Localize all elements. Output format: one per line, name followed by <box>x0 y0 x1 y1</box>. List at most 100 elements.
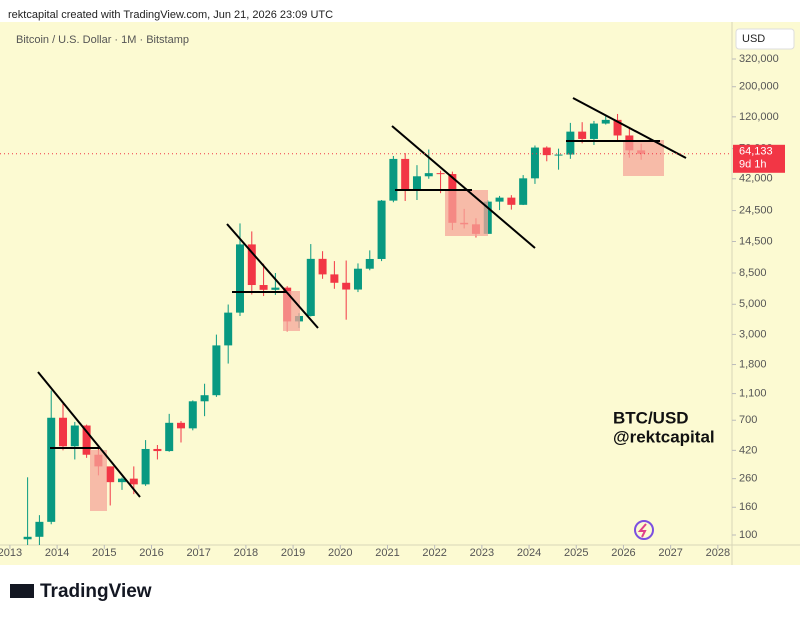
candle-body <box>306 258 315 316</box>
footer-logo <box>10 584 34 598</box>
candle-body <box>59 417 68 447</box>
candle-body <box>118 478 126 483</box>
candle-body <box>318 258 327 275</box>
candle-body <box>365 258 374 269</box>
candle-body <box>165 422 174 452</box>
x-tick-label: 2019 <box>281 547 305 559</box>
candle-body <box>342 282 351 290</box>
x-tick-label: 2026 <box>611 547 635 559</box>
candle-body <box>377 200 386 259</box>
x-tick-label: 2022 <box>422 547 446 559</box>
y-tick-label: 14,500 <box>739 235 773 247</box>
trendline <box>391 125 536 249</box>
highlight-box <box>90 450 107 511</box>
candle-body <box>247 244 256 286</box>
last-price-tag <box>733 144 785 173</box>
candle-body <box>566 131 575 155</box>
y-tick-label: 700 <box>739 414 757 426</box>
y-tick-label: 1,100 <box>739 387 767 399</box>
x-tick-label: 2021 <box>375 547 399 559</box>
y-tick-label: 260 <box>739 473 757 485</box>
currency: USD <box>742 33 765 45</box>
candle-body <box>613 119 622 136</box>
candle-body <box>424 173 433 177</box>
drawings <box>37 97 687 511</box>
candle-body <box>271 287 280 290</box>
y-tick-label: 420 <box>739 444 757 456</box>
x-tick-label: 2014 <box>45 547 69 559</box>
candle-body <box>224 312 233 346</box>
y-tick-label: 1,800 <box>739 358 767 370</box>
candle-body <box>554 154 563 156</box>
highlight-box <box>623 140 664 176</box>
x-tick-label: 2023 <box>470 547 494 559</box>
candle-body <box>589 123 598 139</box>
candle-body <box>212 345 221 396</box>
countdown: 9d 1h <box>739 159 767 171</box>
candle-body <box>200 395 209 402</box>
candle-body <box>389 158 398 201</box>
candle-body <box>235 244 244 313</box>
candle-body <box>106 466 115 483</box>
y-tick-label: 160 <box>739 501 757 513</box>
candle-body <box>188 401 197 429</box>
candle-body <box>507 197 516 205</box>
candle-body <box>353 268 362 290</box>
candle-body <box>530 147 539 179</box>
candle-body <box>176 422 185 429</box>
x-tick-label: 2025 <box>564 547 588 559</box>
highlight-box <box>445 190 488 236</box>
x-tick-label: 2013 <box>0 547 22 559</box>
y-tick-label: 24,500 <box>739 204 773 216</box>
candle-body <box>401 158 410 190</box>
x-tick-label: 2027 <box>658 547 682 559</box>
x-tick-label: 2017 <box>186 547 210 559</box>
candle-body <box>23 536 32 540</box>
last-price-label: 64,133 <box>739 146 773 158</box>
candle-body <box>436 173 445 175</box>
y-tick-label: 8,500 <box>739 267 767 279</box>
candle-body <box>153 448 162 452</box>
candle-body <box>495 197 504 202</box>
candle-body <box>141 448 150 485</box>
y-tick-label: 320,000 <box>739 53 779 65</box>
watermark: BTC/USD <box>613 408 689 427</box>
x-tick-label: 2018 <box>234 547 258 559</box>
currency-box <box>735 28 795 50</box>
y-tick-label: 42,000 <box>739 173 773 185</box>
chart-title: Bitcoin / U.S. Dollar · 1M · Bitstamp <box>16 34 189 46</box>
candle-body <box>578 131 587 139</box>
candle-body <box>259 285 268 290</box>
x-tick-label: 2015 <box>92 547 116 559</box>
highlight-box <box>283 291 300 331</box>
header: rektcapital created with TradingView.com… <box>8 9 333 21</box>
candle-body <box>82 425 91 455</box>
x-tick-label: 2020 <box>328 547 352 559</box>
candle-body <box>412 176 421 190</box>
chart-background <box>0 22 800 565</box>
logo-icon <box>637 523 647 538</box>
trendline <box>37 371 141 498</box>
candle-body <box>601 119 610 124</box>
candle-body <box>35 521 44 537</box>
candle-body <box>129 478 138 485</box>
trendline <box>226 223 319 329</box>
y-tick-label: 5,000 <box>739 298 767 310</box>
y-tick-label: 3,000 <box>739 328 767 340</box>
x-tick-label: 2024 <box>517 547 541 559</box>
x-tick-label: 2028 <box>706 547 730 559</box>
y-tick-label: 200,000 <box>739 81 779 93</box>
watermark: @rektcapital <box>613 427 715 446</box>
candle-body <box>330 274 339 283</box>
x-tick-label: 2016 <box>139 547 163 559</box>
y-tick-label: 100 <box>739 529 757 541</box>
trendline <box>572 97 687 159</box>
logo-icon <box>634 520 654 540</box>
candle-body <box>70 425 79 447</box>
candle-body <box>47 417 56 522</box>
y-tick-label: 120,000 <box>739 111 779 123</box>
footer: TradingView <box>40 581 152 602</box>
candle-body <box>519 178 528 205</box>
candle-body <box>542 147 551 156</box>
